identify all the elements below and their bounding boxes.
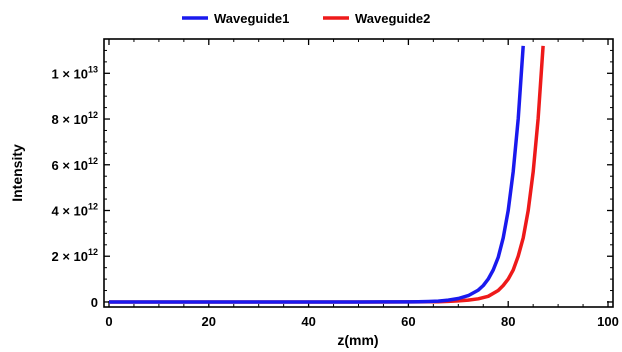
plot-frame [103, 38, 614, 308]
x-tick-label: 40 [301, 314, 315, 329]
y-tick-labels: 0 2 × 1012 4 × 1012 6 × 1012 8 × 1012 1 × 101… [51, 64, 98, 310]
x-axis-title: z(mm) [337, 332, 378, 348]
legend: Waveguide1 Waveguide2 [182, 11, 430, 26]
x-tick-label: 0 [105, 314, 112, 329]
y-axis-title: Intensity [9, 144, 25, 202]
legend-label-waveguide2: Waveguide2 [355, 11, 430, 26]
x-tick-label: 60 [401, 314, 415, 329]
y-tick-label: 6 × 1012 [51, 156, 98, 173]
series-curves [109, 45, 545, 304]
y-tick-label: 0 [91, 295, 98, 310]
axis-ticks [104, 39, 613, 307]
x-tick-label: 100 [597, 314, 619, 329]
y-tick-label: 4 × 1012 [51, 202, 98, 219]
y-tick-label: 8 × 1012 [51, 110, 98, 127]
y-tick-label: 2 × 1012 [51, 247, 98, 264]
series-line-waveguide1 [109, 45, 525, 304]
series-line-waveguide2 [109, 45, 545, 304]
legend-label-waveguide1: Waveguide1 [214, 11, 289, 26]
x-tick-label: 80 [501, 314, 515, 329]
y-tick-label: 1 × 1013 [51, 64, 98, 81]
x-tick-label: 20 [202, 314, 216, 329]
x-tick-labels: 0 20 40 60 80 100 [105, 314, 618, 329]
